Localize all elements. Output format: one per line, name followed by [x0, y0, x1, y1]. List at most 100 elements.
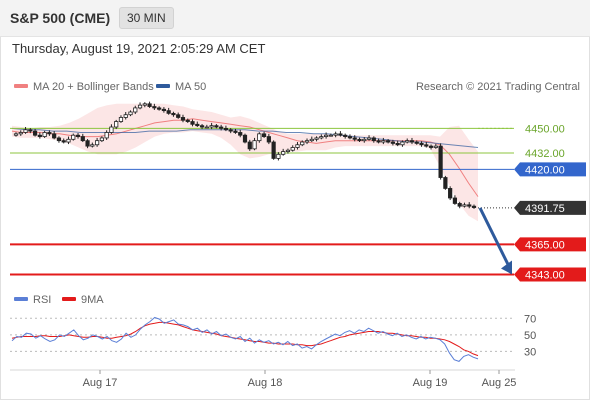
price-label-3: 4391.75	[525, 203, 565, 215]
candle-body	[324, 134, 329, 137]
levels-layer	[10, 127, 514, 276]
bollinger-layer	[11, 103, 479, 222]
candle-body	[314, 137, 319, 140]
candle-body	[448, 188, 453, 199]
candle-body	[352, 137, 357, 140]
candle-body	[252, 140, 257, 150]
price-label-0: 4450.00	[525, 123, 565, 135]
price-tag-3	[514, 200, 586, 215]
candle-body	[114, 121, 119, 128]
rsi-tick-label: 30	[524, 346, 536, 358]
price-label-5: 4343.00	[525, 269, 565, 281]
candle-body	[161, 108, 166, 112]
price-label-1: 4432.00	[525, 148, 565, 160]
candle-body	[32, 130, 38, 136]
candle-body	[281, 151, 286, 155]
candle-body	[223, 127, 229, 131]
candle-body	[309, 138, 314, 142]
candle-body	[176, 114, 181, 118]
rsi-legend-label: RSI	[33, 294, 51, 306]
price-tag-2	[514, 162, 586, 177]
candle-body	[405, 140, 410, 143]
ma9-legend-label: 9MA	[81, 294, 104, 306]
rsi-tick-label: 70	[524, 313, 536, 325]
price-tag-5	[514, 267, 586, 282]
candle-body	[462, 204, 467, 207]
ma50-legend-swatch	[156, 84, 170, 88]
candle-body	[42, 132, 47, 137]
bollinger-legend-swatch	[14, 84, 28, 88]
candle-body	[428, 145, 434, 148]
candle-body	[219, 126, 224, 129]
watermark: Research © 2021 Trading Central	[416, 81, 580, 93]
candle-body	[295, 144, 300, 148]
candle-body	[371, 137, 376, 142]
candle-body	[152, 106, 157, 109]
candle-body	[90, 144, 95, 147]
candle-body	[80, 136, 85, 142]
candle-body	[319, 136, 324, 139]
candle-body	[104, 132, 109, 139]
candle-body	[419, 142, 424, 146]
candle-body	[381, 140, 386, 143]
candle-body	[204, 126, 209, 129]
candle-body	[75, 134, 81, 137]
candle-body	[386, 140, 391, 143]
candle-body	[285, 149, 291, 152]
candle-body	[228, 129, 233, 132]
candle-body	[366, 137, 372, 140]
candle-body	[157, 107, 162, 110]
candle-body	[400, 141, 405, 146]
candle-body	[238, 132, 243, 136]
candle-body	[109, 126, 114, 133]
price-label-4: 4365.00	[525, 239, 565, 251]
ma9-legend-swatch	[62, 297, 76, 301]
candle-body	[362, 138, 367, 142]
candle-body	[137, 104, 143, 109]
rsi-tick-label: 50	[524, 330, 536, 342]
candle-body	[99, 137, 104, 142]
interval-button[interactable]: 30 MIN	[119, 7, 174, 29]
symbol-title: S&P 500 (CME)	[10, 10, 111, 26]
candle-body	[347, 136, 353, 139]
candle-body	[471, 205, 477, 208]
candle-body	[13, 133, 19, 136]
candle-body	[133, 107, 138, 113]
candle-body	[395, 142, 400, 146]
candle-body	[37, 134, 42, 137]
candle-body	[171, 112, 176, 116]
candle-body	[95, 140, 100, 146]
candle-body	[209, 125, 214, 128]
candle-body	[190, 121, 195, 125]
candle-body	[290, 147, 295, 151]
bollinger-legend-label: MA 20 + Bollinger Bands	[33, 81, 154, 93]
candle-body	[424, 144, 429, 147]
candle-body	[433, 145, 438, 148]
rsi-legend-swatch	[14, 297, 28, 301]
candle-body	[61, 140, 66, 143]
candle-body	[443, 177, 448, 189]
candle-body	[247, 141, 252, 150]
candle-body	[276, 153, 281, 159]
forecast-arrowhead	[501, 260, 512, 275]
candle-body	[71, 134, 76, 140]
price-tag-4	[514, 237, 586, 252]
candle-body	[166, 110, 171, 114]
candle-body	[23, 129, 28, 133]
candle-body	[438, 145, 443, 178]
time-axis-label: Aug 18	[248, 377, 283, 389]
price-label-2: 4420.00	[525, 164, 565, 176]
candle-body	[242, 134, 248, 143]
candle-body	[233, 130, 238, 133]
candle-body	[123, 114, 128, 118]
candle-body	[300, 141, 305, 146]
time-axis-label: Aug 25	[482, 377, 517, 389]
candle-body	[214, 125, 219, 128]
bollinger-band-area	[12, 103, 478, 222]
candle-body	[271, 141, 276, 159]
timestamp-label: Thursday, August 19, 2021 2:05:29 AM CET	[12, 41, 266, 56]
candle-body	[18, 132, 23, 135]
candle-body	[180, 117, 186, 121]
time-axis: Aug 17 Aug 18 Aug 19 Aug 25	[83, 370, 517, 389]
